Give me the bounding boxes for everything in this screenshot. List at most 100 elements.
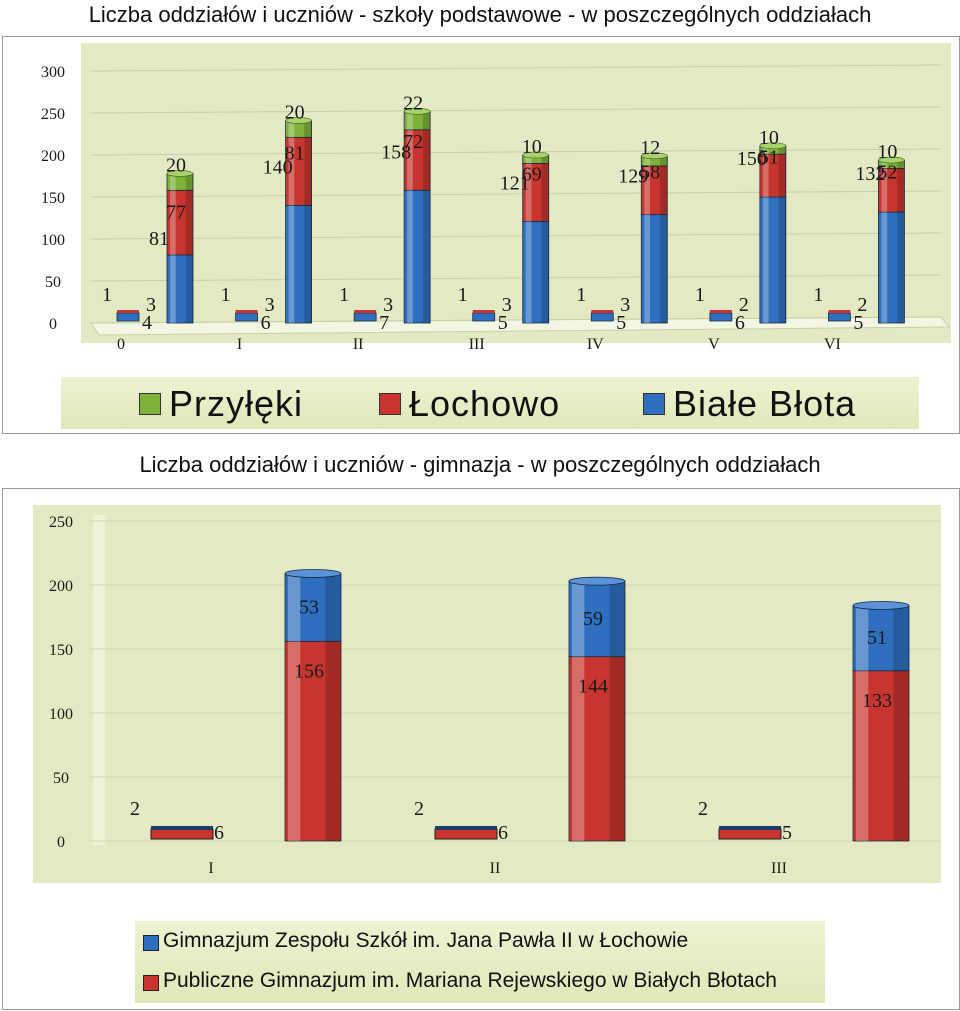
bar-red-shade <box>325 641 341 841</box>
chart1-gridline <box>90 106 942 114</box>
bar-blue-shine <box>407 190 413 323</box>
bar-label-blue: 129 <box>618 166 648 188</box>
chart1-x-tick-label: IV <box>587 336 604 353</box>
small-bar-label-mid: 3 <box>383 294 393 316</box>
legend-swatch-red <box>143 975 159 991</box>
chart1-y-tick-label: 100 <box>41 232 65 249</box>
bar-label-blue: 150 <box>737 148 767 170</box>
bar-label-red: 72 <box>403 131 423 153</box>
chart1-x-tick-label: III <box>469 336 485 353</box>
chart1-y-tick-label: 200 <box>41 148 65 165</box>
chart2-y-tick-label: 200 <box>49 578 73 595</box>
chart1-title: Liczba oddziałów i uczniów - szkoły pods… <box>88 2 872 27</box>
small-bar <box>472 312 496 322</box>
chart1-gridline <box>90 64 942 72</box>
bar-red-shine <box>856 670 869 841</box>
chart2-x-tick-label: II <box>490 860 501 877</box>
small-bar-top <box>354 310 377 313</box>
chart1-panel: 0 50 100 150 200 250 300 1 3 4 81 77 20 0 1 3 6 140 81 20 I 1… <box>2 36 960 434</box>
small-bar-label-bottom: 6 <box>498 822 508 844</box>
chart2-y-tick-label: 250 <box>49 514 73 531</box>
small-bar-label-mid: 2 <box>739 294 749 316</box>
bar-label-blue: 132 <box>855 163 885 185</box>
small-bar-top <box>828 310 851 313</box>
bar-cap <box>403 108 431 115</box>
chart1-gridline <box>90 274 942 282</box>
chart2-x-tick-label: I <box>208 860 213 877</box>
bar-blue-shade <box>660 214 668 323</box>
bar-label-red: 77 <box>166 202 186 224</box>
bar-blue-shade <box>609 581 625 657</box>
bar-label-red: 144 <box>578 676 608 698</box>
small-bar <box>718 828 782 840</box>
bar-red-shine <box>644 165 651 215</box>
bar-red <box>284 640 342 842</box>
chart1-gridline <box>90 232 942 240</box>
bar-label-blue: 53 <box>299 596 319 618</box>
bar-red-shade <box>422 129 431 191</box>
small-bar-label-mid: 3 <box>620 294 630 316</box>
bar-red-shine <box>407 129 413 191</box>
bar-label-red: 133 <box>862 690 892 712</box>
small-bar-label-top: 1 <box>339 284 349 306</box>
small-bar-label-top: 2 <box>130 798 140 820</box>
small-bar-label-bottom: 5 <box>853 312 863 334</box>
bar-red-shine <box>762 154 769 197</box>
bar-cap <box>640 152 668 160</box>
chart2-y-tick-label: 0 <box>57 834 65 851</box>
bar-green-shade <box>778 145 786 155</box>
chart1-gridline <box>90 148 942 156</box>
bar-red-shine <box>288 641 301 841</box>
bar-red <box>759 153 787 198</box>
bar-green-shade <box>422 111 431 130</box>
bar-blue-shade <box>422 190 431 323</box>
bar-green-shine <box>170 173 176 191</box>
bar-cap <box>284 569 342 578</box>
bar-label-blue: 140 <box>263 156 293 178</box>
legend-swatch-blue <box>143 935 159 951</box>
small-bar-label-bottom: 6 <box>261 312 271 334</box>
small-bar-label-bottom: 5 <box>616 312 626 334</box>
bar-blue <box>284 573 342 642</box>
bar-cap <box>522 151 550 159</box>
bar-red-shade <box>541 163 549 222</box>
bar-red <box>522 163 550 222</box>
bar-red-shade <box>778 154 786 197</box>
bar-red-shade <box>609 656 625 841</box>
bar-green-shade <box>660 155 668 166</box>
small-bar <box>590 312 614 322</box>
small-bar <box>116 312 140 322</box>
bar-cap <box>285 117 312 124</box>
bar-blue-shade <box>897 212 905 323</box>
bar-red <box>403 129 431 191</box>
bar-green-shine <box>762 145 769 155</box>
bar-blue <box>568 580 626 658</box>
bar-label-blue: 158 <box>381 141 411 163</box>
bar-green-shade <box>304 120 312 138</box>
chart1-y-tick-label: 50 <box>45 274 61 291</box>
small-bar-label-bottom: 6 <box>735 312 745 334</box>
bar-green-shine <box>881 160 888 169</box>
chart1-gridline <box>90 190 942 198</box>
small-bar-label-top: 1 <box>221 284 231 306</box>
bar-blue-shine <box>856 605 869 671</box>
small-bar-top <box>709 310 732 313</box>
bar-red <box>166 189 194 256</box>
chart1-x-tick-label: II <box>353 336 364 353</box>
legend-label-gimnazjum-lochowo: Gimnazjum Zespołu Szkół im. Jana Pawła I… <box>163 929 689 952</box>
bar-green-shine <box>407 111 413 130</box>
legend-swatch-red <box>379 393 401 415</box>
bar-blue-shade <box>778 197 786 323</box>
bar-red-shine <box>170 190 176 255</box>
bar-blue-shade <box>185 254 193 323</box>
bar-green-shine <box>525 155 532 164</box>
chart1-plot-area <box>81 43 951 343</box>
bar-label-blue: 51 <box>867 627 887 649</box>
bar-blue-shade <box>541 221 549 323</box>
bar-blue-shine <box>288 205 295 323</box>
chart1-x-tick-label: V <box>708 336 720 353</box>
bar-red <box>285 136 312 206</box>
bar-blue <box>878 211 905 324</box>
bar-label-green: 22 <box>403 92 423 114</box>
